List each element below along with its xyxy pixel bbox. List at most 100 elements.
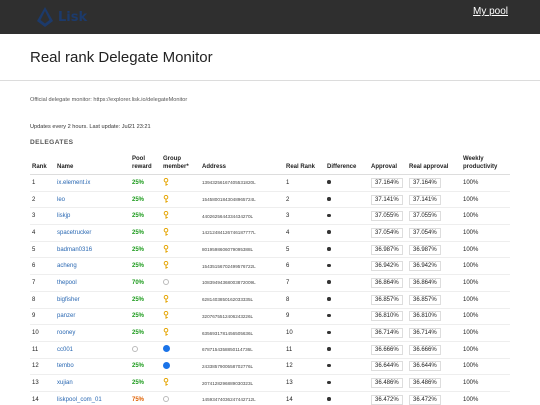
key-icon bbox=[163, 294, 169, 303]
pool-reward-cell: 25% bbox=[130, 241, 161, 259]
address-cell: 3207675512406243226L bbox=[200, 308, 284, 326]
delegate-name-link[interactable]: thepool bbox=[57, 279, 77, 286]
group-member-cell bbox=[161, 324, 200, 342]
difference-dot-icon bbox=[327, 380, 331, 385]
difference-dot-icon bbox=[327, 330, 331, 335]
real-approval-value: 36.987% bbox=[409, 244, 441, 255]
difference-cell bbox=[325, 324, 369, 342]
address-cell: 2433857900558702776L bbox=[200, 358, 284, 376]
address-cell: 10839494368003872009L bbox=[200, 274, 284, 292]
weekly-productivity-cell: 100% bbox=[461, 207, 510, 226]
name-cell: rooney bbox=[55, 324, 130, 342]
delegate-name-link[interactable]: spacetrucker bbox=[57, 229, 92, 236]
real-approval-value: 36.942% bbox=[409, 261, 441, 272]
delegate-name-link[interactable]: rooney bbox=[57, 330, 76, 337]
member-dot-icon bbox=[163, 361, 170, 369]
group-member-cell bbox=[161, 257, 200, 276]
difference-dot-icon bbox=[327, 213, 331, 218]
approval-value: 37.055% bbox=[371, 211, 403, 222]
delegate-name-link[interactable]: liskjp bbox=[57, 213, 71, 220]
real-approval-cell: 36.714% bbox=[407, 324, 461, 342]
real-approval-value: 36.857% bbox=[409, 294, 441, 305]
pool-reward-cell: 25% bbox=[130, 308, 161, 326]
real-approval-cell: 36.857% bbox=[407, 291, 461, 309]
delegate-name-link[interactable]: bigfisher bbox=[57, 296, 80, 303]
real-rank-cell: 4 bbox=[284, 224, 325, 242]
header-difference: Difference bbox=[325, 153, 369, 175]
difference-cell bbox=[325, 291, 369, 309]
rank-cell: 5 bbox=[30, 241, 55, 259]
address-cell: 2074128296889030323L bbox=[200, 374, 284, 392]
approval-value: 36.486% bbox=[371, 378, 403, 389]
key-icon bbox=[163, 227, 169, 236]
weekly-productivity-cell: 100% bbox=[461, 374, 510, 392]
name-cell: cc001 bbox=[55, 341, 130, 359]
key-icon bbox=[163, 177, 169, 186]
address-cell: 8019598606079095388L bbox=[200, 241, 284, 259]
table-row: 10 rooney 25% 6356931781456505636L 10 36.714%… bbox=[30, 324, 510, 342]
delegates-table: Rank Name Pool reward Group member* Addr… bbox=[30, 153, 510, 405]
table-row: 7 thepool 70% 10839494368003872009L 7 36.864%… bbox=[30, 274, 510, 292]
key-icon bbox=[163, 194, 169, 203]
address-cell: 13943256167405531820L bbox=[200, 174, 284, 192]
address-cell: 6356931781456505636L bbox=[200, 324, 284, 342]
rank-cell: 7 bbox=[30, 274, 55, 292]
difference-cell bbox=[325, 224, 369, 242]
real-approval-cell: 36.987% bbox=[407, 241, 461, 259]
real-rank-cell: 8 bbox=[284, 291, 325, 309]
approval-value: 36.666% bbox=[371, 344, 403, 355]
delegate-name-link[interactable]: badman0316 bbox=[57, 246, 93, 253]
real-rank-cell: 12 bbox=[284, 358, 325, 376]
rank-cell: 14 bbox=[30, 391, 55, 405]
delegate-name-link[interactable]: cc001 bbox=[57, 346, 74, 353]
real-rank-cell: 9 bbox=[284, 308, 325, 326]
pool-reward-cell: 70% bbox=[130, 274, 161, 292]
group-member-cell bbox=[161, 291, 200, 309]
name-cell: liskpool_com_01 bbox=[55, 391, 130, 405]
difference-cell bbox=[325, 308, 369, 326]
approval-cell: 36.987% bbox=[369, 241, 407, 259]
group-member-cell bbox=[161, 174, 200, 192]
updates-info: Updates every 2 hours. Last update: Jul2… bbox=[30, 124, 151, 130]
logo-text: Lisk bbox=[58, 9, 88, 25]
weekly-productivity-cell: 100% bbox=[461, 308, 510, 326]
empty-circle-icon bbox=[163, 395, 169, 402]
real-approval-value: 37.141% bbox=[409, 194, 441, 205]
lisk-logo[interactable]: Lisk bbox=[36, 6, 87, 28]
delegate-name-link[interactable]: ix.element.ix bbox=[57, 179, 91, 186]
weekly-productivity-cell: 100% bbox=[461, 291, 510, 309]
delegate-name-link[interactable]: leo bbox=[57, 196, 66, 203]
group-member-cell bbox=[161, 191, 200, 209]
header-address: Address bbox=[200, 153, 284, 175]
approval-cell: 37.164% bbox=[369, 174, 407, 192]
real-approval-value: 36.472% bbox=[409, 394, 441, 405]
real-rank-cell: 3 bbox=[284, 207, 325, 226]
real-rank-cell: 13 bbox=[284, 374, 325, 392]
header-approval: Approval bbox=[369, 153, 407, 175]
difference-dot-icon bbox=[327, 197, 331, 201]
real-approval-cell: 36.486% bbox=[407, 374, 461, 392]
header-name: Name bbox=[55, 153, 130, 175]
difference-cell bbox=[325, 174, 369, 192]
table-row: 9 panzer 25% 3207675512406243226L 9 36.810% 36… bbox=[30, 308, 510, 326]
approval-value: 36.644% bbox=[371, 361, 403, 372]
name-cell: leo bbox=[55, 191, 130, 209]
delegate-name-link[interactable]: xujian bbox=[57, 380, 73, 387]
my-pool-link[interactable]: My pool bbox=[472, 6, 508, 17]
official-monitor-link[interactable]: https://explorer.lisk.io/delegateMonitor bbox=[93, 97, 188, 103]
rank-cell: 9 bbox=[30, 308, 55, 326]
real-rank-cell: 11 bbox=[284, 341, 325, 359]
delegate-name-link[interactable]: liskpool_com_01 bbox=[57, 396, 102, 403]
group-member-cell bbox=[161, 358, 200, 376]
pool-reward-cell: 25% bbox=[130, 224, 161, 242]
table-row: 1 ix.element.ix 25% 13943256167405531820L 1 3… bbox=[30, 174, 510, 192]
weekly-productivity-cell: 100% bbox=[461, 224, 510, 242]
delegate-name-link[interactable]: tembo bbox=[57, 363, 74, 370]
table-header-row: Rank Name Pool reward Group member* Addr… bbox=[30, 153, 510, 175]
delegate-name-link[interactable]: panzer bbox=[57, 313, 76, 320]
real-approval-cell: 36.666% bbox=[407, 341, 461, 359]
rank-cell: 13 bbox=[30, 374, 55, 392]
delegate-name-link[interactable]: acheng bbox=[57, 263, 77, 270]
title-divider bbox=[0, 80, 540, 81]
difference-cell bbox=[325, 374, 369, 392]
